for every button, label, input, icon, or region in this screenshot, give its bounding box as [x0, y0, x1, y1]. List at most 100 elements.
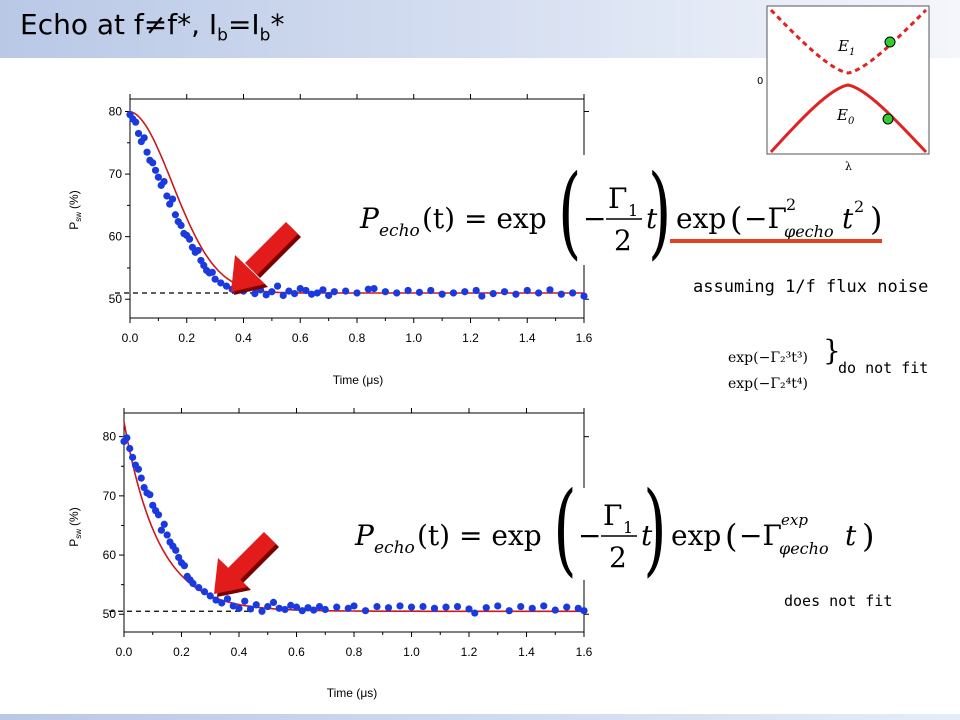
- chart-bottom-marks: [109, 421, 588, 617]
- data-point: [137, 474, 145, 482]
- data-point: [154, 173, 162, 181]
- eq-bottom-paren2-right: ): [862, 517, 874, 555]
- data-point: [494, 602, 502, 610]
- data-point: [281, 605, 289, 614]
- data-point: [404, 286, 412, 295]
- data-point: [319, 286, 327, 294]
- inset-marker-e0: [882, 113, 894, 125]
- data-point: [160, 520, 168, 528]
- data-point: [442, 603, 450, 611]
- data-point: [569, 289, 577, 297]
- x-tick-label: 0.6: [292, 331, 309, 345]
- eq-bottom-denominator: 2: [609, 541, 627, 574]
- data-point: [523, 286, 531, 295]
- data-point: [373, 602, 381, 611]
- eq-bottom-t-end: t: [845, 519, 857, 552]
- data-point: [146, 491, 154, 499]
- eq-top-gamma1-sub: 1: [628, 201, 638, 220]
- note-do-not-fit: do not fit: [838, 359, 929, 377]
- x-tick-label: 0.8: [349, 331, 366, 345]
- eq-top-paren2-left: (: [730, 200, 742, 238]
- data-point: [134, 129, 143, 138]
- eq-bottom-paren-left: (: [553, 471, 576, 587]
- inset-e1-label: E1: [837, 37, 855, 58]
- x-tick-label: 0.8: [346, 645, 363, 659]
- chart-top-marks: [115, 110, 588, 300]
- data-point: [212, 596, 220, 604]
- data-point: [563, 603, 571, 611]
- chart-top-xlabel: Time (μs): [333, 373, 383, 387]
- data-point: [321, 605, 329, 614]
- data-point: [279, 291, 287, 300]
- data-point: [275, 604, 283, 612]
- data-point: [353, 289, 361, 297]
- data-point: [478, 292, 486, 300]
- data-point: [180, 562, 188, 570]
- eq-top-paren-left: (: [558, 154, 581, 270]
- data-point: [407, 603, 416, 611]
- note-flux-noise: assuming 1/f flux noise: [693, 277, 929, 297]
- alt-form-1: exp(−Γ₂³t³): [728, 350, 808, 366]
- data-point: [304, 604, 312, 612]
- data-point: [419, 602, 427, 611]
- data-point: [151, 166, 160, 174]
- data-point: [471, 609, 479, 617]
- alt-forms-bracket: }: [823, 334, 841, 367]
- data-point: [325, 291, 333, 300]
- data-point: [229, 602, 237, 610]
- alt-form-2: exp(−Γ₂⁴t⁴): [728, 376, 808, 392]
- eq-bottom-minus: −: [578, 519, 601, 552]
- data-point: [472, 286, 480, 295]
- data-point: [149, 159, 157, 167]
- data-point: [528, 604, 536, 612]
- data-point: [290, 289, 299, 298]
- x-tick-label: 0.2: [178, 331, 195, 345]
- data-point: [134, 465, 142, 473]
- eq-top-P: P: [359, 202, 380, 235]
- eq-top-gamma-phi-sup: 2: [786, 195, 796, 214]
- data-point: [557, 290, 565, 298]
- y-tick-label: 80: [109, 105, 123, 119]
- data-point: [350, 602, 358, 610]
- data-point: [157, 526, 165, 534]
- eq-bottom-exp2: exp: [671, 519, 721, 552]
- data-point: [292, 603, 301, 611]
- chart-bottom-xlabel: Time (μs): [327, 686, 377, 700]
- inset-e0-curve: [769, 83, 928, 154]
- eq-bottom-paren-right: ): [643, 471, 666, 587]
- eq-top-paren2-right: ): [870, 200, 882, 238]
- y-tick-label: 80: [103, 430, 117, 444]
- data-point: [482, 604, 490, 612]
- data-point: [126, 444, 134, 453]
- eq-bottom-gamma1: Γ: [603, 499, 622, 532]
- x-tick-label: 0.4: [235, 331, 252, 345]
- y-tick-label: 50: [109, 292, 123, 306]
- equation-bottom-bg: [352, 488, 887, 580]
- data-point: [384, 604, 393, 612]
- inset-e1-curve: [769, 8, 928, 75]
- data-point: [195, 584, 203, 592]
- x-tick-label: 1.6: [576, 331, 593, 345]
- bottom-bar: [0, 714, 960, 720]
- x-tick-label: 0.6: [288, 645, 305, 659]
- data-point: [268, 288, 276, 296]
- eq-bottom-gamma1-sub: 1: [623, 518, 633, 537]
- data-point: [580, 607, 588, 615]
- data-point: [333, 603, 341, 611]
- x-tick-label: 0.2: [173, 645, 190, 659]
- eq-top-t: t: [646, 202, 658, 235]
- data-point: [189, 579, 197, 588]
- data-point: [396, 602, 404, 610]
- data-point: [132, 118, 140, 126]
- data-point: [208, 268, 216, 276]
- data-point: [264, 602, 272, 611]
- data-point: [185, 235, 194, 243]
- eq-top-gamma-phi-sub: φecho: [784, 222, 834, 241]
- equation-bottom-text: P echo (t) = exp ( − Γ 1 2 t ) exp ( −Γ …: [354, 471, 874, 587]
- data-point: [123, 434, 131, 442]
